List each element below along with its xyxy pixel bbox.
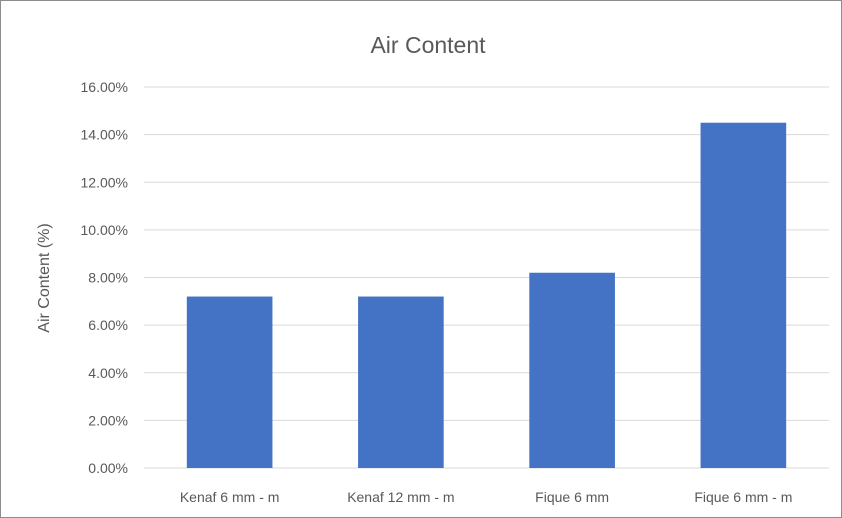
x-tick-label: Kenaf 12 mm - m — [347, 489, 454, 505]
y-tick-label: 4.00% — [88, 365, 128, 381]
bar-1 — [186, 296, 273, 468]
y-tick-label: 6.00% — [88, 317, 128, 333]
y-tick-label: 14.00% — [81, 127, 128, 143]
x-tick-label: Kenaf 6 mm - m — [180, 489, 280, 505]
y-tick-label: 0.00% — [88, 460, 128, 476]
x-tick-label: Fique 6 mm - m — [694, 489, 792, 505]
y-tick-label: 16.00% — [81, 79, 128, 95]
chart-title: Air Content — [370, 32, 486, 58]
bar-2 — [358, 296, 444, 468]
y-tick-label: 12.00% — [81, 174, 128, 190]
y-tick-label: 8.00% — [88, 270, 128, 286]
y-tick-labels: 0.00% 2.00% 4.00% 6.00% 8.00% 10.00% 12.00% 14.… — [81, 79, 128, 476]
bar-4 — [700, 122, 787, 468]
bars — [186, 122, 787, 468]
y-tick-label: 10.00% — [81, 222, 128, 238]
x-tick-label: Fique 6 mm — [535, 489, 609, 505]
x-tick-labels: Kenaf 6 mm - m Kenaf 12 mm - m Fique 6 mm F… — [180, 489, 793, 505]
y-tick-label: 2.00% — [88, 412, 128, 428]
bar-3 — [529, 272, 615, 468]
y-axis-title: Air Content (%) — [36, 223, 53, 332]
